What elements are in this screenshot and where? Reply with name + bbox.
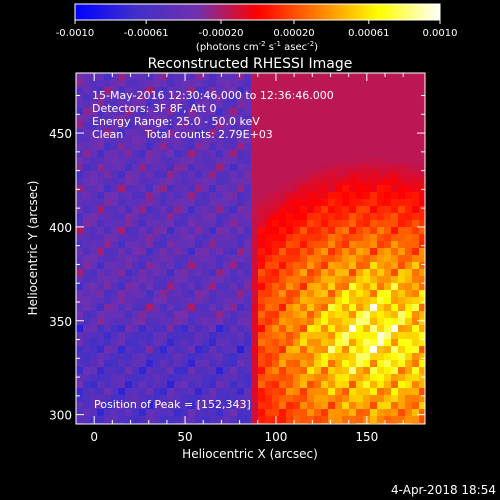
- colorbar-tick-label: -0.00061: [124, 28, 169, 39]
- annotations: 15-May-2016 12:30:46.000 to 12:36:46.000…: [92, 89, 334, 411]
- colorbar-tick-label: 0.0010: [423, 28, 458, 39]
- colorbar-units: (photons cm-2 s-1 asec-2): [196, 40, 318, 53]
- colorbar-gradient: [75, 4, 440, 20]
- y-tick-label: 450: [49, 127, 72, 141]
- y-axis-label: Heliocentric Y (arcsec): [26, 181, 40, 316]
- chart-title: Reconstructed RHESSI Image: [148, 56, 353, 72]
- annotation-energy: Energy Range: 25.0 - 50.0 keV: [92, 115, 260, 128]
- colorbar: -0.0010 -0.00061 -0.00020 0.00020 0.00061 0.0…: [56, 3, 458, 53]
- annotation-time-range: 15-May-2016 12:30:46.000 to 12:36:46.000: [92, 89, 334, 102]
- annotation-clean: Clean: [92, 128, 123, 141]
- x-tick-label: 50: [177, 430, 192, 444]
- colorbar-tick-label: -0.00020: [199, 28, 244, 39]
- x-tick-label: 150: [355, 430, 378, 444]
- y-tick-label: 400: [49, 221, 72, 235]
- timestamp: 4-Apr-2018 18:54: [391, 483, 496, 497]
- annotation-detectors: Detectors: 3F 8F, Att 0: [92, 102, 216, 115]
- colorbar-tick-label: 0.00061: [348, 28, 389, 39]
- y-tick-label: 300: [49, 409, 72, 423]
- plot-frame: [75, 72, 426, 425]
- x-axis-label: Heliocentric X (arcsec): [182, 447, 318, 461]
- heatmap-image: [76, 73, 425, 424]
- x-tick-label: 0: [90, 430, 98, 444]
- y-tick-label: 350: [49, 315, 72, 329]
- annotation-total-counts: Total counts: 2.79E+03: [144, 128, 273, 141]
- colorbar-tick-label: -0.0010: [56, 28, 95, 39]
- annotation-peak: Position of Peak = [152,343]: [94, 398, 251, 411]
- colorbar-tick-label: 0.00020: [273, 28, 314, 39]
- colorbar-frame: [74, 3, 441, 21]
- x-tick-label: 100: [264, 430, 287, 444]
